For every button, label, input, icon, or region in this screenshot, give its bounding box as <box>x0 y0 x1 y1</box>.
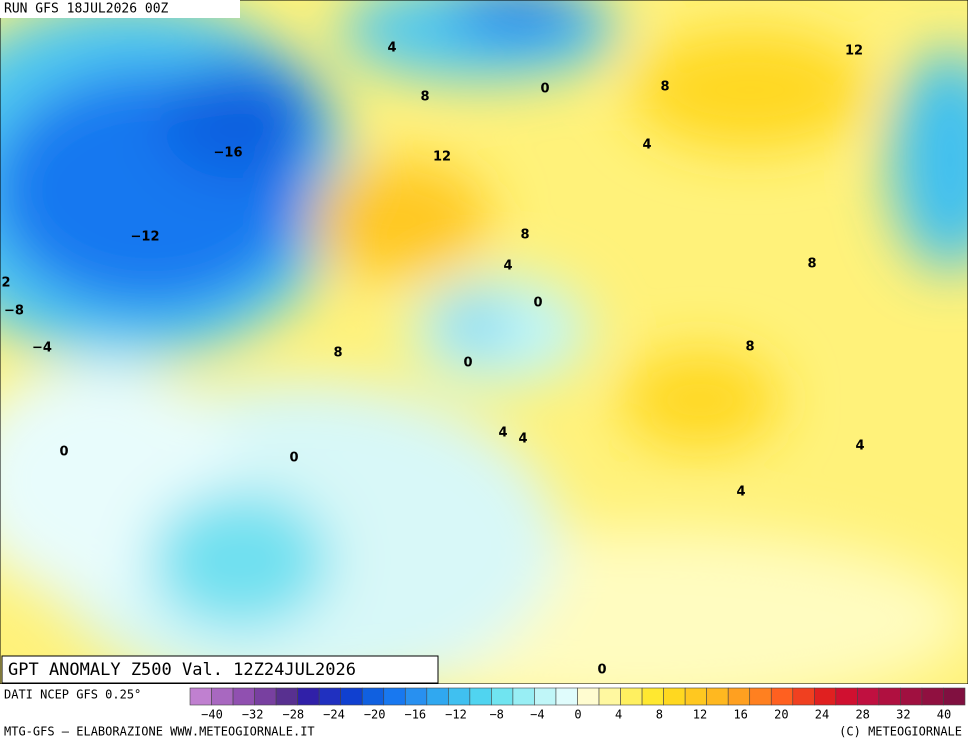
color-swatch <box>792 687 815 706</box>
color-swatch <box>620 687 643 706</box>
contour-label: 4 <box>518 432 527 447</box>
colorbar-label: −28 <box>282 708 304 722</box>
color-swatch <box>727 687 751 706</box>
color-swatch <box>835 687 858 706</box>
contour-label: 4 <box>736 485 745 500</box>
colorbar-label: 40 <box>937 708 951 722</box>
footer-right: (C) METEOGIORNALE <box>839 725 962 739</box>
contour-label: 8 <box>420 90 429 105</box>
contour-label: 12 <box>433 150 451 165</box>
map-title: GPT ANOMALY Z500 Val. 12Z24JUL2026 <box>8 660 356 680</box>
color-swatch <box>749 687 772 706</box>
color-swatch <box>770 687 794 706</box>
color-swatch <box>383 687 406 706</box>
contour-label: 8 <box>807 257 816 272</box>
contour-label: 8 <box>745 340 754 355</box>
map: RUN GFS 18JUL2026 00Z GPT ANOMALY Z500 V… <box>0 0 968 684</box>
color-swatch <box>598 687 621 706</box>
colorbar-label: 24 <box>815 708 829 722</box>
colorbar-label: 8 <box>656 708 663 722</box>
contour-label: 2 <box>1 276 10 291</box>
color-swatch <box>211 687 234 706</box>
source-label: DATI NCEP GFS 0.25° <box>4 688 141 702</box>
color-swatch <box>275 687 298 706</box>
color-swatch <box>534 687 557 706</box>
color-swatch <box>254 687 277 706</box>
color-swatch <box>361 687 385 706</box>
colorbar-label: 12 <box>693 708 707 722</box>
contour-label: 4 <box>855 439 864 454</box>
colorbar-label: −40 <box>201 708 223 722</box>
color-swatch <box>426 687 449 706</box>
color-swatch <box>189 687 212 706</box>
colorbar-label: 20 <box>774 708 788 722</box>
contour-label: 0 <box>533 296 542 311</box>
colorbar-label: 32 <box>896 708 910 722</box>
contour-label: 4 <box>387 41 396 56</box>
colorbar-label: −32 <box>242 708 264 722</box>
colorbar-label: −4 <box>530 708 544 722</box>
contour-label: 0 <box>540 82 549 97</box>
contour-label: −12 <box>131 230 160 245</box>
contour-label: 0 <box>597 663 606 678</box>
color-swatch <box>318 687 341 706</box>
title-box <box>1 655 439 684</box>
contour-label: 12 <box>845 44 863 59</box>
colorbar-label: −16 <box>404 708 426 722</box>
colorbar-label: 0 <box>574 708 581 722</box>
contour-label: 8 <box>333 346 342 361</box>
color-swatch <box>900 687 923 706</box>
color-swatch <box>555 687 578 706</box>
color-swatch <box>641 687 664 706</box>
run-label: RUN GFS 18JUL2026 00Z <box>4 2 169 17</box>
contour-label: 0 <box>59 445 68 460</box>
colorbar-label: −8 <box>489 708 503 722</box>
colorbar-label: −24 <box>323 708 345 722</box>
contour-label: −8 <box>4 304 24 319</box>
color-swatch <box>448 687 471 706</box>
color-swatch <box>684 687 707 706</box>
color-swatch <box>814 687 837 706</box>
color-swatch <box>404 687 428 706</box>
colorbar-label: −12 <box>445 708 467 722</box>
contour-label: 8 <box>660 80 669 95</box>
color-swatch <box>577 687 600 706</box>
color-swatch <box>663 687 686 706</box>
contour-label: 4 <box>498 426 507 441</box>
color-swatch <box>706 687 729 706</box>
contour-label: 8 <box>520 228 529 243</box>
contour-label: 4 <box>642 138 651 153</box>
color-swatch <box>512 687 535 706</box>
colorbar-label: 16 <box>733 708 747 722</box>
color-swatch <box>491 687 514 706</box>
colorbar-label: 4 <box>615 708 622 722</box>
contour-label: 4 <box>503 259 512 274</box>
colorbar-label: 28 <box>855 708 869 722</box>
colorbar: −40 −32 −28 −24 −20 −16 −12 −8 −4 0 4 8 12 16 20 24 28 32… <box>189 687 966 722</box>
colorbar-label: −20 <box>364 708 386 722</box>
color-swatch <box>469 687 492 706</box>
contour-label: 0 <box>463 356 472 371</box>
color-swatch <box>340 687 363 706</box>
contour-label: −4 <box>32 341 52 356</box>
contour-label: −16 <box>214 146 243 161</box>
color-swatch <box>857 687 880 706</box>
contour-label: 0 <box>289 451 298 466</box>
color-swatch <box>921 687 944 706</box>
color-swatch <box>232 687 255 706</box>
color-swatch <box>943 687 966 706</box>
color-swatch <box>878 687 901 706</box>
footer-left: MTG-GFS — ELABORAZIONE WWW.METEOGIORNALE… <box>4 725 315 739</box>
header-box <box>0 0 240 18</box>
color-swatch <box>297 687 320 706</box>
